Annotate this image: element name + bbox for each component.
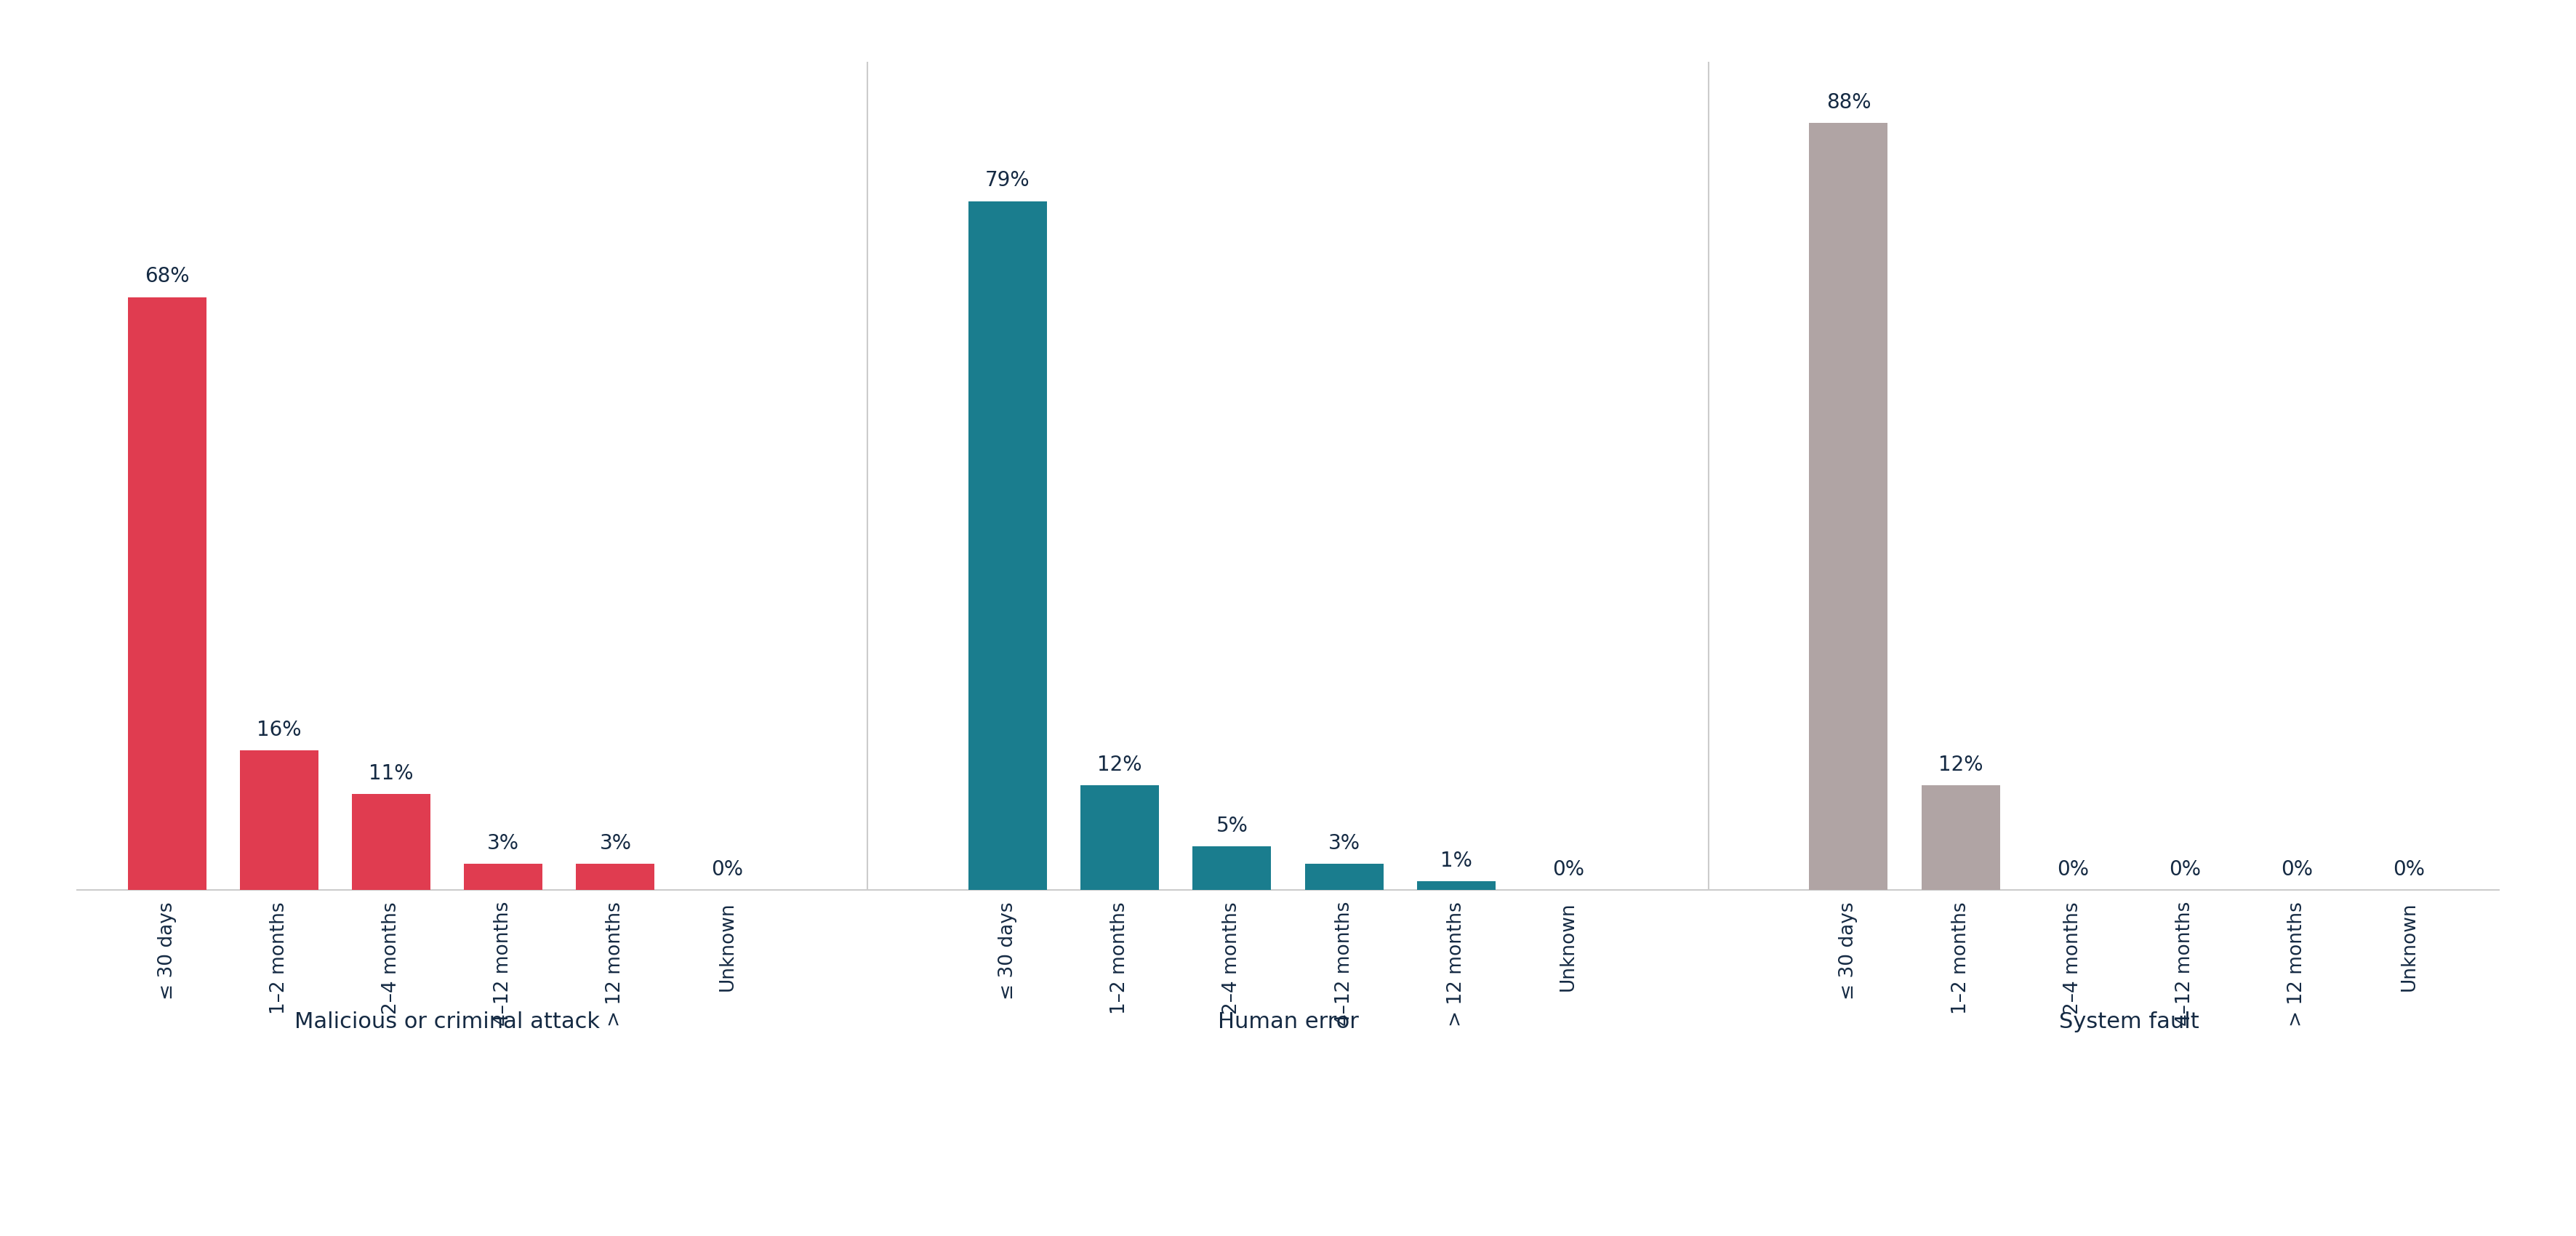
Bar [1922, 785, 1999, 890]
Bar [1417, 881, 1497, 890]
Text: 3%: 3% [487, 833, 520, 853]
Bar [969, 201, 1046, 890]
Text: 5%: 5% [1216, 816, 1247, 836]
Text: 0%: 0% [2056, 859, 2089, 880]
Bar [1306, 864, 1383, 890]
Text: System fault: System fault [2058, 1011, 2200, 1032]
Bar [240, 750, 319, 890]
Bar [1808, 122, 1888, 890]
Bar [129, 297, 206, 890]
Text: Malicious or criminal attack: Malicious or criminal attack [294, 1011, 600, 1032]
Bar [1079, 785, 1159, 890]
Text: 1%: 1% [1440, 850, 1471, 870]
Text: 12%: 12% [1937, 754, 1984, 775]
Text: 79%: 79% [987, 171, 1030, 190]
Text: 16%: 16% [258, 719, 301, 740]
Bar [577, 864, 654, 890]
Bar [353, 794, 430, 890]
Text: 88%: 88% [1826, 91, 1870, 112]
Bar [464, 864, 544, 890]
Text: Human error: Human error [1218, 1011, 1358, 1032]
Text: 0%: 0% [1553, 859, 1584, 880]
Text: 0%: 0% [2393, 859, 2424, 880]
Bar [1193, 847, 1270, 890]
Text: 11%: 11% [368, 763, 415, 784]
Text: 68%: 68% [144, 266, 188, 287]
Text: 0%: 0% [2280, 859, 2313, 880]
Text: 0%: 0% [2169, 859, 2200, 880]
Text: 12%: 12% [1097, 754, 1141, 775]
Text: 3%: 3% [1329, 833, 1360, 853]
Text: 0%: 0% [711, 859, 744, 880]
Text: 3%: 3% [600, 833, 631, 853]
